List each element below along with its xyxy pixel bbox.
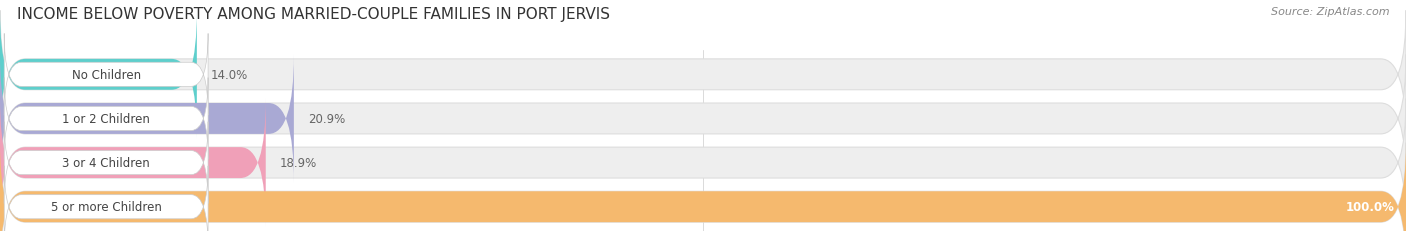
FancyBboxPatch shape: [4, 122, 208, 204]
Text: 14.0%: 14.0%: [211, 69, 247, 82]
FancyBboxPatch shape: [0, 11, 197, 139]
FancyBboxPatch shape: [0, 55, 294, 183]
FancyBboxPatch shape: [0, 143, 1406, 231]
Text: 1 or 2 Children: 1 or 2 Children: [62, 112, 150, 125]
Text: No Children: No Children: [72, 69, 141, 82]
Text: 5 or more Children: 5 or more Children: [51, 200, 162, 213]
Text: 100.0%: 100.0%: [1346, 200, 1395, 213]
FancyBboxPatch shape: [0, 55, 1406, 183]
FancyBboxPatch shape: [4, 78, 208, 160]
Text: 18.9%: 18.9%: [280, 156, 316, 169]
FancyBboxPatch shape: [0, 11, 1406, 139]
FancyBboxPatch shape: [0, 99, 1406, 227]
Text: INCOME BELOW POVERTY AMONG MARRIED-COUPLE FAMILIES IN PORT JERVIS: INCOME BELOW POVERTY AMONG MARRIED-COUPL…: [17, 7, 610, 22]
Text: Source: ZipAtlas.com: Source: ZipAtlas.com: [1271, 7, 1389, 17]
FancyBboxPatch shape: [0, 99, 266, 227]
Text: 3 or 4 Children: 3 or 4 Children: [62, 156, 150, 169]
FancyBboxPatch shape: [0, 143, 1406, 231]
Text: 20.9%: 20.9%: [308, 112, 344, 125]
FancyBboxPatch shape: [4, 34, 208, 116]
FancyBboxPatch shape: [4, 166, 208, 231]
